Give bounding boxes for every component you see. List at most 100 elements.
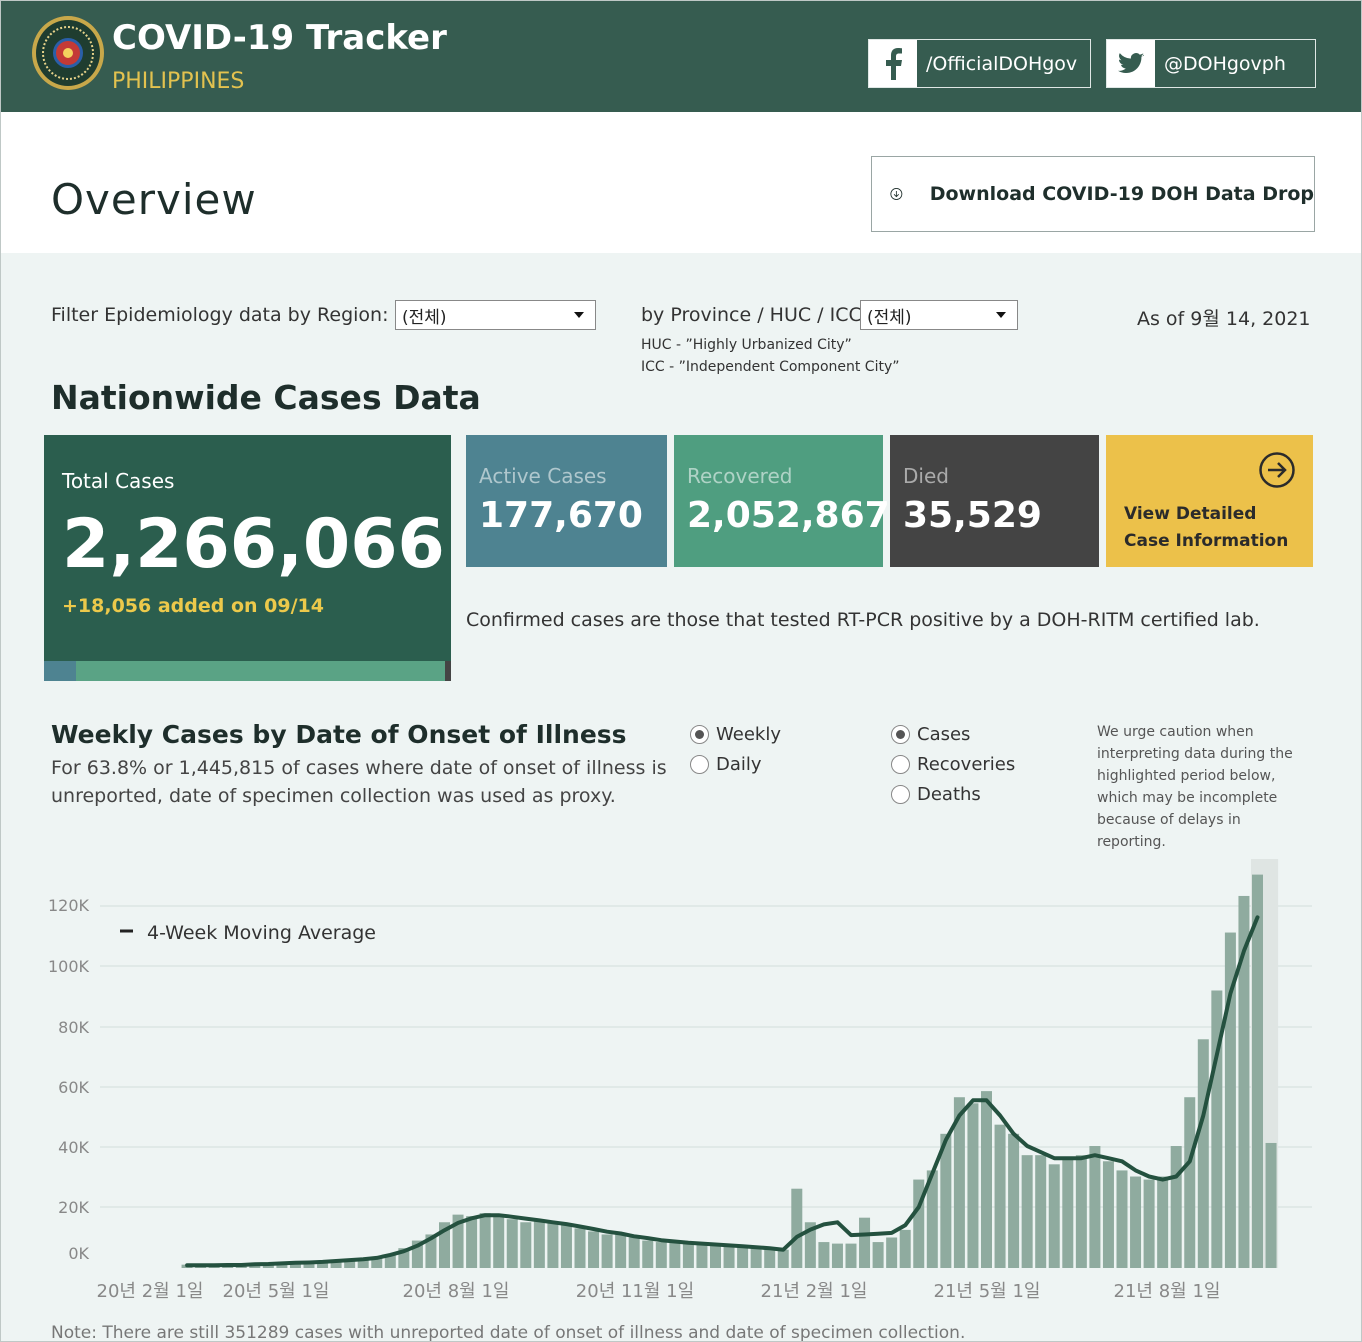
region-select-value: (전체) xyxy=(402,307,447,328)
bar xyxy=(1130,1176,1142,1268)
bar xyxy=(845,1243,857,1268)
bar xyxy=(886,1237,898,1268)
bar xyxy=(777,1249,789,1268)
bar xyxy=(289,1262,301,1268)
bar xyxy=(452,1214,464,1268)
radio-cases[interactable]: Cases xyxy=(891,724,970,745)
facebook-icon xyxy=(869,40,917,87)
radio-daily[interactable]: Daily xyxy=(690,754,762,775)
bar xyxy=(1170,1146,1182,1268)
bar xyxy=(466,1216,478,1268)
bar xyxy=(547,1222,559,1268)
bar xyxy=(1008,1133,1020,1268)
bar xyxy=(344,1259,356,1268)
x-tick-label: 20년 11월 1일 xyxy=(576,1281,694,1302)
bar xyxy=(384,1254,396,1268)
radio-daily-label: Daily xyxy=(716,754,762,775)
download-label: Download COVID-19 DOH Data Drop xyxy=(929,183,1314,205)
bar xyxy=(791,1188,803,1268)
bar xyxy=(588,1231,600,1268)
y-tick-label: 80K xyxy=(58,1018,89,1037)
radio-selected-icon xyxy=(891,725,910,744)
weekly-heading: Weekly Cases by Date of Onset of Illness xyxy=(51,720,627,749)
bar xyxy=(411,1240,423,1268)
dropdown-arrow-icon xyxy=(996,312,1006,318)
radio-weekly[interactable]: Weekly xyxy=(690,724,781,745)
died-segment xyxy=(445,661,451,681)
bar xyxy=(872,1242,884,1268)
x-tick-label: 21년 5월 1일 xyxy=(934,1281,1041,1302)
bar xyxy=(737,1246,749,1268)
bar xyxy=(804,1222,816,1268)
bar xyxy=(533,1220,545,1268)
legend-label: 4-Week Moving Average xyxy=(147,922,376,944)
page-title: Overview xyxy=(51,175,257,224)
bar xyxy=(1157,1176,1169,1268)
bar xyxy=(818,1242,830,1268)
bar xyxy=(981,1091,992,1268)
radio-deaths[interactable]: Deaths xyxy=(891,784,981,805)
bar xyxy=(1211,990,1223,1268)
bar xyxy=(953,1097,965,1268)
icc-note: ICC - ”Independent Component City” xyxy=(641,359,900,375)
bar xyxy=(669,1242,681,1268)
bar xyxy=(628,1237,640,1268)
bar xyxy=(506,1219,518,1268)
nationwide-heading: Nationwide Cases Data xyxy=(51,378,481,417)
bar xyxy=(330,1260,342,1268)
active-cases-value: 177,670 xyxy=(479,495,643,536)
bar xyxy=(723,1246,735,1268)
dropdown-arrow-icon xyxy=(574,312,584,318)
bar xyxy=(899,1229,911,1268)
province-select-value: (전체) xyxy=(867,307,912,328)
caution-note: We urge caution when interpreting data d… xyxy=(1097,724,1293,850)
region-select[interactable]: (전체) xyxy=(395,300,596,330)
bar xyxy=(1184,1097,1196,1268)
bar xyxy=(601,1234,613,1268)
bar xyxy=(425,1234,437,1268)
bar xyxy=(696,1243,708,1268)
twitter-icon xyxy=(1107,40,1155,87)
twitter-label: @DOHgovph xyxy=(1164,52,1286,75)
bar xyxy=(439,1222,450,1268)
bar xyxy=(1035,1155,1047,1268)
bar xyxy=(479,1213,491,1268)
radio-recoveries[interactable]: Recoveries xyxy=(891,754,1015,775)
view-detailed-case-button[interactable]: View Detailed Case Information xyxy=(1106,435,1313,567)
bar xyxy=(994,1124,1006,1268)
total-cases-label: Total Cases xyxy=(62,469,175,493)
active-cases-card: Active Cases 177,670 xyxy=(466,435,667,567)
as-of-date: As of 9월 14, 2021 xyxy=(1137,308,1311,330)
twitter-link[interactable]: @DOHgovph xyxy=(1106,39,1316,88)
bar xyxy=(655,1242,667,1268)
moving-average-line xyxy=(185,915,1260,1268)
bar xyxy=(317,1261,329,1268)
bar xyxy=(1224,932,1236,1268)
radio-unselected-icon xyxy=(891,755,910,774)
download-data-button[interactable]: Download COVID-19 DOH Data Drop xyxy=(871,156,1315,232)
radio-unselected-icon xyxy=(891,785,910,804)
bar xyxy=(1021,1155,1033,1268)
bar xyxy=(1197,1039,1209,1268)
case-composition-bar xyxy=(44,661,451,681)
bar xyxy=(1048,1164,1060,1268)
bar xyxy=(398,1248,410,1268)
confirmed-cases-note: Confirmed cases are those that tested RT… xyxy=(466,609,1260,631)
x-tick-label: 21년 2월 1일 xyxy=(761,1281,868,1302)
bar xyxy=(560,1225,572,1268)
bar xyxy=(1075,1155,1087,1268)
footer-note: Note: There are still 351289 cases with … xyxy=(51,1323,966,1342)
y-tick-label: 60K xyxy=(58,1078,89,1097)
bar xyxy=(357,1258,369,1268)
bar xyxy=(615,1234,627,1268)
bar xyxy=(1265,1142,1277,1268)
facebook-link[interactable]: /OfficialDOHgov xyxy=(868,39,1091,88)
top-header: COVID-19 Tracker PHILIPPINES /OfficialDO… xyxy=(0,0,1362,112)
bar xyxy=(642,1240,654,1268)
bar xyxy=(371,1257,383,1268)
y-tick-label: 0K xyxy=(68,1244,89,1263)
weekly-cases-chart: 0K 20K 40K 60K 80K 100K 120K 4-Week Moving Aver… xyxy=(48,859,1312,1302)
province-select[interactable]: (전체) xyxy=(860,300,1018,330)
bar xyxy=(574,1228,586,1268)
bar xyxy=(1238,895,1250,1268)
